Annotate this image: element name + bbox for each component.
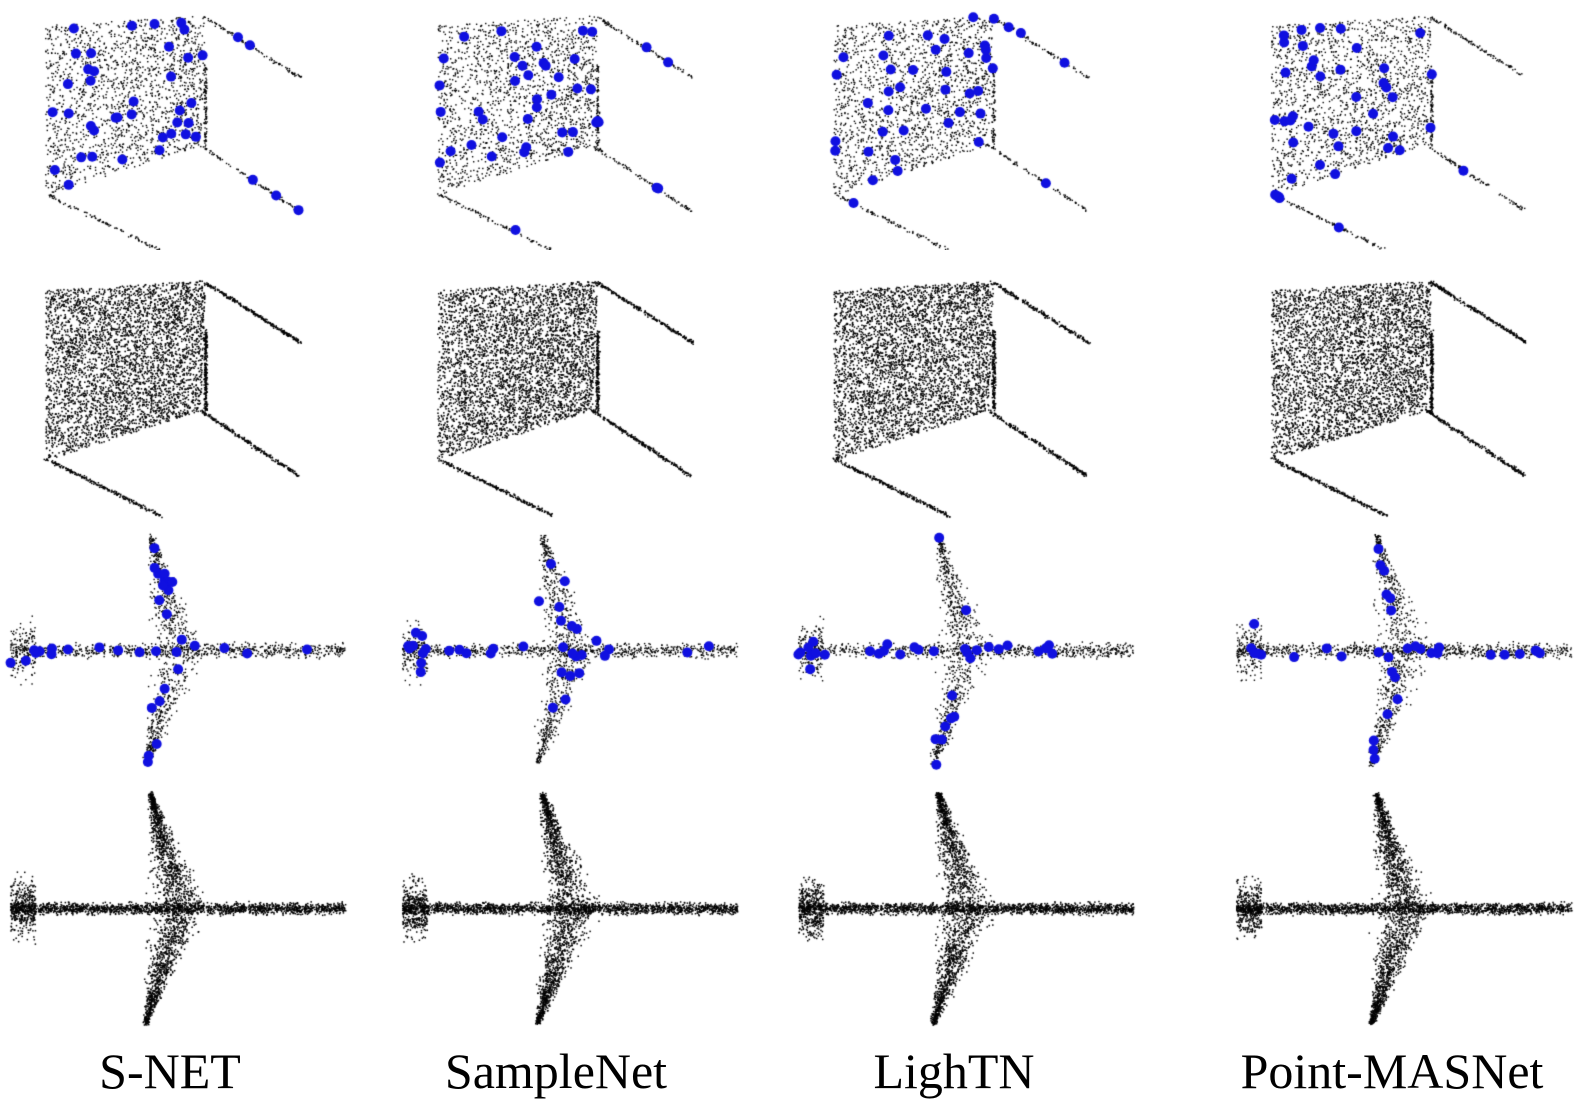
method-label-snet: S-NET [99, 1043, 241, 1099]
airplane-pointcloud-r3-c4 [1226, 532, 1575, 777]
chair-pointcloud-r1-c4 [1226, 0, 1575, 250]
airplane-pointcloud-r3-c1 [0, 532, 350, 777]
chair-pointcloud-r2-c3 [788, 262, 1138, 522]
airplane-pointcloud-r4-c1 [0, 790, 350, 1040]
airplane-pointcloud-r3-c3 [788, 532, 1138, 777]
airplane-pointcloud-r4-c3 [788, 790, 1138, 1040]
chair-pointcloud-r2-c1 [0, 262, 350, 522]
chair-pointcloud-r1-c3 [788, 0, 1138, 250]
chair-pointcloud-r1-c1 [0, 0, 350, 250]
chair-pointcloud-r1-c2 [392, 0, 742, 250]
airplane-pointcloud-r3-c2 [392, 532, 742, 777]
airplane-pointcloud-r4-c2 [392, 790, 742, 1040]
chair-pointcloud-r2-c2 [392, 262, 742, 522]
method-label-samplenet: SampleNet [444, 1043, 668, 1099]
chair-pointcloud-r2-c4 [1226, 262, 1575, 522]
method-label-point-masnet: Point-MASNet [1240, 1043, 1544, 1099]
method-label-lightn: LighTN [873, 1043, 1035, 1099]
airplane-pointcloud-r4-c4 [1226, 790, 1575, 1040]
